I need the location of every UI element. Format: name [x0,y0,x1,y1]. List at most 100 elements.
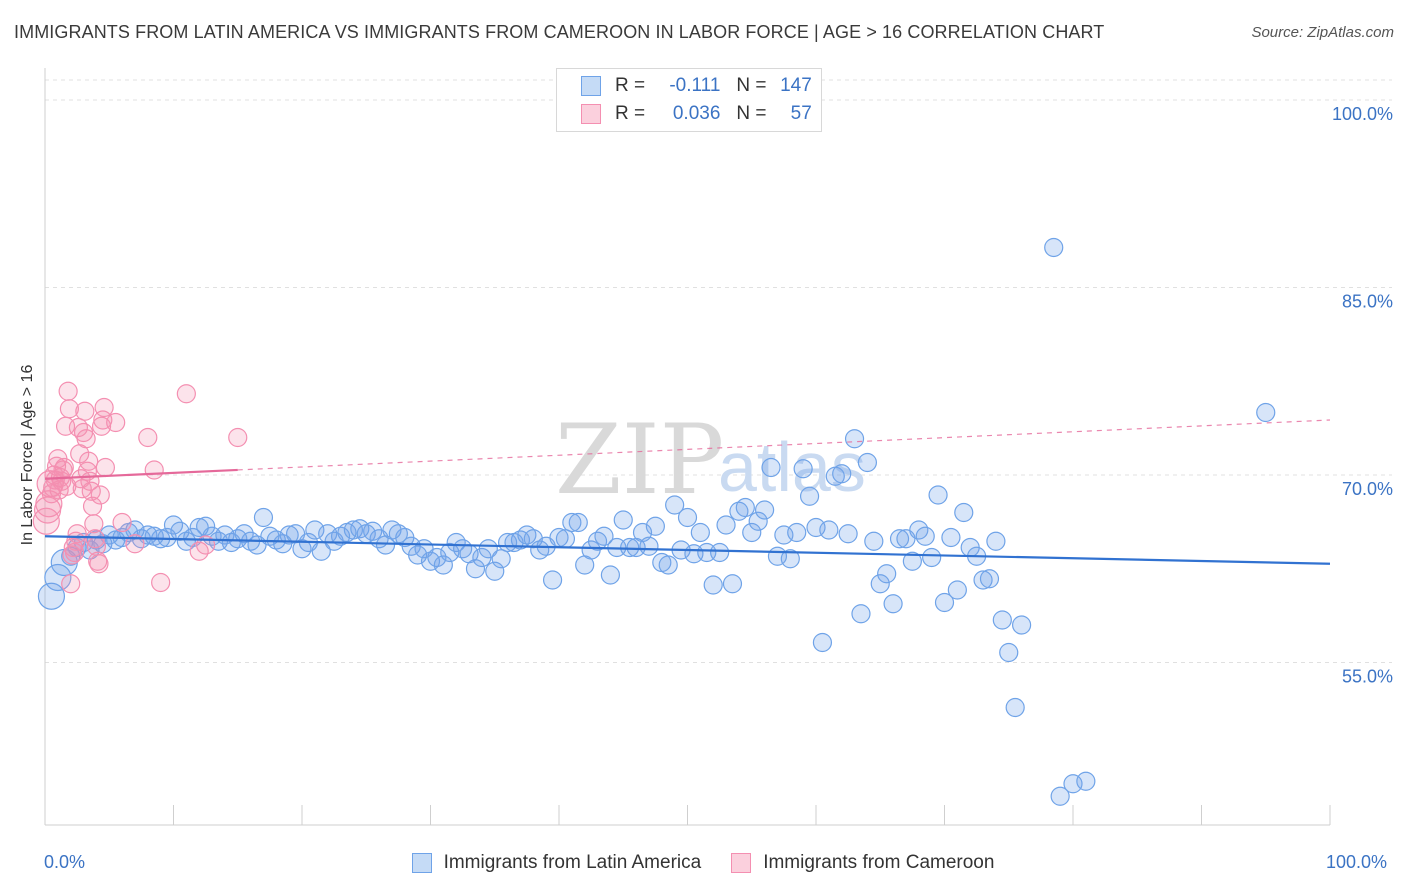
data-point [915,526,935,546]
r-value-latin-america: -0.111 [669,75,721,96]
series-legend: Immigrants from Latin America Immigrants… [0,852,1406,874]
data-point [151,572,171,593]
x-tick-max: 100.0% [1326,852,1388,872]
data-point [838,524,858,544]
watermark: ZIP atlas [555,404,866,516]
legend-label-cameroon: Immigrants from Cameroon [763,852,995,873]
data-point [35,490,63,518]
data-point [819,520,839,540]
data-point [748,511,768,531]
axes [44,68,1331,826]
data-point [106,412,126,433]
data-point [934,592,955,613]
data-point [742,522,762,543]
data-point [54,457,74,478]
data-point [973,570,993,590]
data-point [703,575,723,595]
data-point [85,529,105,549]
data-point [613,510,633,530]
data-point [999,642,1019,663]
data-point [144,460,164,480]
data-point [928,485,948,505]
data-point [61,574,81,594]
chart-title: IMMIGRANTS FROM LATIN AMERICA VS IMMIGRA… [14,22,1105,42]
data-point [639,536,659,556]
data-point [138,427,158,448]
data-point [902,551,922,571]
data-point [433,555,453,575]
data-point [67,524,87,544]
data-point [954,502,974,523]
data-point [112,512,132,533]
data-point [877,564,897,584]
data-point [1011,615,1032,635]
data-point [761,457,781,478]
n-value-latin-america: 147 [780,75,812,96]
data-point [363,521,383,541]
series-cameroon [32,381,248,594]
data-point [485,561,505,581]
legend-item-cameroon: Immigrants from Cameroon [731,852,994,874]
data-point [89,554,109,574]
data-point [343,520,363,540]
series-latin-america [37,237,1276,806]
data-point [812,632,833,653]
data-point [735,497,755,518]
y-tick-labels: 100.0% 85.0% 70.0% 55.0% [1332,104,1393,687]
data-point [555,529,576,549]
trend-line [44,535,1331,565]
data-point [95,457,115,478]
data-point [710,542,730,563]
latin-america-swatch [581,76,601,96]
data-point [716,515,736,535]
data-point [787,522,807,543]
data-point [79,451,99,471]
data-point [94,397,114,418]
data-point [870,574,890,594]
data-point [992,610,1012,630]
cameroon-legend-swatch [731,853,752,873]
data-point [491,549,511,569]
n-value-cameroon: 57 [790,103,812,124]
data-point [780,549,800,569]
data-point [832,464,852,484]
r-label: R = [615,75,646,96]
data-point [1256,402,1276,423]
data-point [440,542,460,563]
data-point [176,384,196,404]
data-point [645,516,665,536]
stats-legend: R = -0.111 N = 147 R = 0.036 N = 57 [556,68,822,132]
y-axis-label: In Labor Force | Age > 16 [19,364,36,546]
data-point [59,399,80,419]
data-point [754,500,775,520]
data-point [542,570,563,590]
data-point [90,485,110,505]
watermark-zip: ZIP [555,404,724,516]
data-point [84,514,104,534]
data-point [722,574,743,594]
n-label: N = [736,103,767,124]
x-tick-min: 0.0% [44,852,86,872]
trend-lines [44,419,1331,565]
data-point [844,429,865,449]
data-point [562,512,582,533]
y-tick-label: 55.0% [1342,667,1393,687]
data-point [44,563,72,592]
data-point [75,401,95,421]
y-tick-label: 70.0% [1342,479,1393,499]
data-point [883,594,903,614]
data-point [793,459,813,479]
data-point [76,429,96,449]
data-point [658,555,678,575]
cameroon-swatch [581,104,601,124]
data-point [986,531,1006,551]
data-point [1050,786,1070,806]
data-point [594,526,614,546]
data-point [1076,771,1096,791]
data-point [851,604,871,624]
data-point [91,416,112,436]
data-point [690,522,710,543]
data-point [922,547,942,568]
data-point [864,531,884,551]
